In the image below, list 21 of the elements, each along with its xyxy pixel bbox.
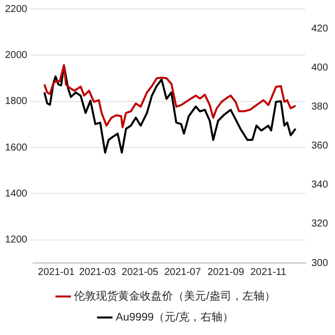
y-tick-label: 2000 bbox=[4, 50, 28, 61]
x-tick-label: 2021-07 bbox=[164, 266, 202, 278]
x-tick-label: 2021-11 bbox=[250, 266, 287, 278]
x-tick-label: 2021-09 bbox=[207, 266, 245, 278]
y2-tick-label: 320 bbox=[311, 218, 328, 230]
x-tick-label: 2021-01 bbox=[38, 266, 76, 278]
y-tick-label: 1400 bbox=[4, 188, 28, 200]
legend-label: Au9999（元/克，右轴） bbox=[116, 310, 234, 324]
y2-tick-label: 340 bbox=[311, 180, 328, 191]
y2-tick-label: 400 bbox=[311, 62, 328, 74]
y2-tick-label: 300 bbox=[311, 258, 328, 269]
y-tick-label: 1200 bbox=[4, 234, 28, 246]
y2-tick-label: 420 bbox=[311, 23, 328, 34]
y2-tick-label: 360 bbox=[311, 140, 328, 152]
y-tick-label: 2200 bbox=[4, 4, 28, 15]
y-tick-label: 1800 bbox=[4, 96, 28, 108]
legend-label: 伦敦现货黄金收盘价（美元/盎司，左轴） bbox=[74, 290, 276, 303]
x-tick-label: 2021-03 bbox=[79, 266, 116, 278]
y-tick-label: 1600 bbox=[4, 142, 28, 154]
y2-tick-label: 380 bbox=[311, 101, 328, 112]
x-tick-label: 2021-05 bbox=[122, 266, 159, 278]
